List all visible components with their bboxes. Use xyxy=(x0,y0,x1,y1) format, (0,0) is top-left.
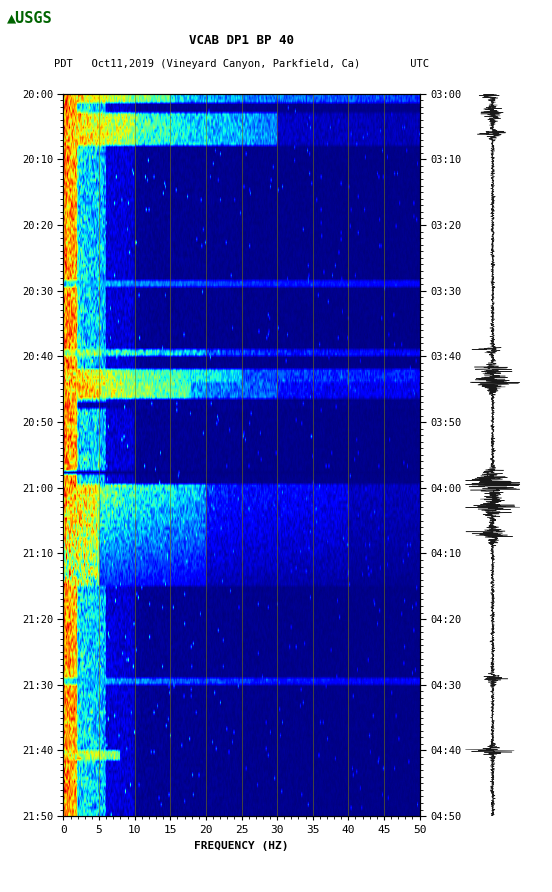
Text: ▲USGS: ▲USGS xyxy=(7,11,52,26)
Text: PDT   Oct11,2019 (Vineyard Canyon, Parkfield, Ca)        UTC: PDT Oct11,2019 (Vineyard Canyon, Parkfie… xyxy=(54,59,429,70)
Text: VCAB DP1 BP 40: VCAB DP1 BP 40 xyxy=(189,34,294,46)
X-axis label: FREQUENCY (HZ): FREQUENCY (HZ) xyxy=(194,841,289,851)
